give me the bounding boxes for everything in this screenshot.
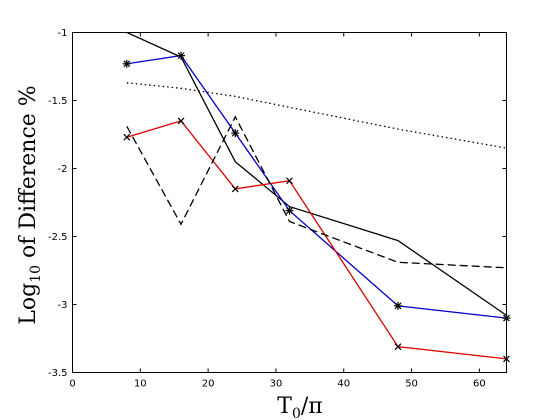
y-tick-label: -2 <box>58 164 68 175</box>
x-tick-label: 40 <box>337 379 350 390</box>
series-3-line <box>126 120 507 360</box>
series-2-line <box>126 54 507 319</box>
y-tick-label: -3.5 <box>48 368 68 379</box>
data-point-marker <box>394 301 402 310</box>
series-4 <box>126 115 507 269</box>
series-4-line <box>126 115 507 269</box>
series-layer <box>122 31 511 363</box>
plot-area <box>72 32 507 373</box>
x-tick-label: 30 <box>270 379 283 390</box>
data-point-marker <box>503 355 510 363</box>
x-tick-label: 60 <box>473 379 486 390</box>
data-point-marker <box>231 185 239 193</box>
x-tick-label: 0 <box>69 379 75 390</box>
x-tick-label: 50 <box>405 379 418 390</box>
y-tick-label: -1 <box>58 28 68 39</box>
data-point-marker <box>286 177 293 185</box>
series-3 <box>123 117 510 363</box>
y-tick-label: -2.5 <box>48 232 68 243</box>
x-tick-label: 20 <box>202 379 215 390</box>
data-point-marker <box>394 343 402 351</box>
data-point-marker <box>285 206 294 215</box>
series-5 <box>126 82 507 149</box>
x-tick-label: 10 <box>134 379 147 390</box>
data-point-marker <box>231 129 240 138</box>
y-axis-label: Log10 of Difference % <box>16 85 44 324</box>
data-point-marker <box>177 117 185 125</box>
data-point-marker <box>177 51 185 60</box>
series-2 <box>122 51 511 323</box>
data-point-marker <box>123 133 131 141</box>
data-point-marker <box>122 59 131 68</box>
y-tick-label: -3 <box>58 300 68 311</box>
ticks-layer: 0 10 20 30 40 50 60 -1 -1.5 -2 -2.5 -3 -3.5 <box>48 28 507 390</box>
x-axis-label: T0/π <box>277 394 322 420</box>
y-tick-label: -1.5 <box>48 96 68 107</box>
data-point-marker <box>502 314 511 323</box>
series-5-line <box>126 82 507 149</box>
